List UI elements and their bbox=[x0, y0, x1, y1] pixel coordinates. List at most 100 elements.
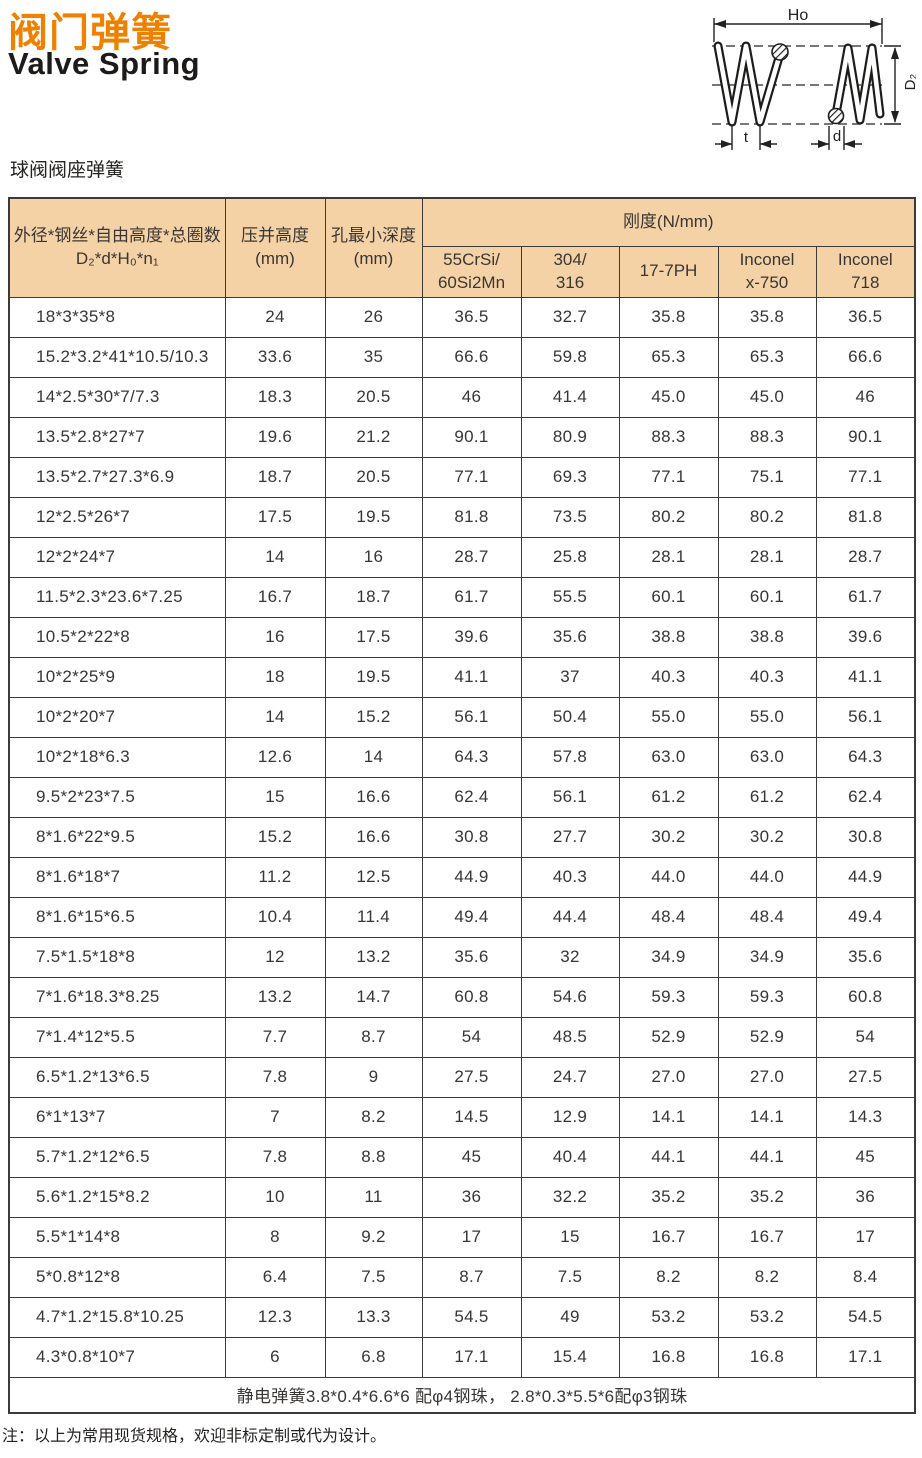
table-row: 8*1.6*18*7 11.2 12.5 44.9 40.3 44.0 44.0… bbox=[8, 856, 916, 898]
dim-pitch bbox=[715, 126, 777, 150]
table-row: 13.5*2.7*27.3*6.9 18.7 20.5 77.1 69.3 77… bbox=[8, 456, 916, 498]
spec-cell: 7*1.4*12*5.5 bbox=[8, 1016, 226, 1058]
compressed-height-cell: 6.4 bbox=[224, 1256, 326, 1298]
compressed-height-cell: 15 bbox=[224, 776, 326, 818]
rigidity-304-316-cell: 48.5 bbox=[520, 1016, 620, 1058]
rigidity-304-316-cell: 24.7 bbox=[520, 1056, 620, 1098]
rigidity-inconel-718-cell: 64.3 bbox=[815, 736, 916, 778]
spec-cell: 15.2*3.2*41*10.5/10.3 bbox=[8, 336, 226, 378]
hole-depth-cell: 20.5 bbox=[324, 376, 423, 418]
rigidity-55crsi-cell: 39.6 bbox=[421, 616, 522, 658]
rigidity-inconel-718-cell: 27.5 bbox=[815, 1056, 916, 1098]
rigidity-55crsi-cell: 49.4 bbox=[421, 896, 522, 938]
hole-depth-cell: 8.2 bbox=[324, 1096, 423, 1138]
rigidity-55crsi-cell: 35.6 bbox=[421, 936, 522, 978]
compressed-height-cell: 33.6 bbox=[224, 336, 326, 378]
rigidity-55crsi-cell: 54 bbox=[421, 1016, 522, 1058]
spec-cell: 10.5*2*22*8 bbox=[8, 616, 226, 658]
table-row: 5.5*1*14*8 8 9.2 17 15 16.7 16.7 17 bbox=[8, 1216, 916, 1258]
table-row: 7*1.4*12*5.5 7.7 8.7 54 48.5 52.9 52.9 5… bbox=[8, 1016, 916, 1058]
rigidity-inconel-x750-cell: 28.1 bbox=[717, 536, 817, 578]
rigidity-inconel-x750-cell: 30.2 bbox=[717, 816, 817, 858]
compressed-height-cell: 8 bbox=[224, 1216, 326, 1258]
page-title-en: Valve Spring bbox=[8, 46, 201, 81]
rigidity-17-7ph-cell: 48.4 bbox=[618, 896, 719, 938]
compressed-height-cell: 14 bbox=[224, 696, 326, 738]
header-material-inconel-718: Inconel 718 bbox=[815, 245, 916, 298]
compressed-height-cell: 12.3 bbox=[224, 1296, 326, 1338]
hole-depth-cell: 16.6 bbox=[324, 816, 423, 858]
compressed-height-cell: 24 bbox=[224, 296, 326, 338]
rigidity-17-7ph-cell: 45.0 bbox=[618, 376, 719, 418]
rigidity-17-7ph-cell: 63.0 bbox=[618, 736, 719, 778]
rigidity-17-7ph-cell: 77.1 bbox=[618, 456, 719, 498]
header-rigidity-group: 刚度(N/mm) bbox=[421, 197, 916, 247]
compressed-height-cell: 10.4 bbox=[224, 896, 326, 938]
table-row: 5.6*1.2*15*8.2 10 11 36 32.2 35.2 35.2 3… bbox=[8, 1176, 916, 1218]
compressed-height-cell: 7.8 bbox=[224, 1136, 326, 1178]
table-row: 6*1*13*7 7 8.2 14.5 12.9 14.1 14.1 14.3 bbox=[8, 1096, 916, 1138]
rigidity-17-7ph-cell: 44.1 bbox=[618, 1136, 719, 1178]
rigidity-17-7ph-cell: 34.9 bbox=[618, 936, 719, 978]
rigidity-inconel-x750-cell: 80.2 bbox=[717, 496, 817, 538]
rigidity-inconel-x750-cell: 35.2 bbox=[717, 1176, 817, 1218]
rigidity-55crsi-cell: 66.6 bbox=[421, 336, 522, 378]
rigidity-inconel-x750-cell: 16.8 bbox=[717, 1336, 817, 1378]
rigidity-55crsi-cell: 27.5 bbox=[421, 1056, 522, 1098]
header-spec: 外径*钢丝*自由高度*总圈数 D₂*d*H₀*n₁ bbox=[8, 197, 226, 298]
page-title-cn: 阀门弹簧 bbox=[8, 11, 172, 55]
label-wire-diameter: d bbox=[833, 128, 841, 145]
rigidity-304-316-cell: 49 bbox=[520, 1296, 620, 1338]
rigidity-55crsi-cell: 36 bbox=[421, 1176, 522, 1218]
rigidity-inconel-x750-cell: 38.8 bbox=[717, 616, 817, 658]
rigidity-inconel-718-cell: 17.1 bbox=[815, 1336, 916, 1378]
rigidity-inconel-x750-cell: 16.7 bbox=[717, 1216, 817, 1258]
rigidity-inconel-x750-cell: 52.9 bbox=[717, 1016, 817, 1058]
rigidity-55crsi-cell: 36.5 bbox=[421, 296, 522, 338]
hole-depth-cell: 26 bbox=[324, 296, 423, 338]
rigidity-55crsi-cell: 56.1 bbox=[421, 696, 522, 738]
rigidity-304-316-cell: 32.7 bbox=[520, 296, 620, 338]
rigidity-inconel-718-cell: 28.7 bbox=[815, 536, 916, 578]
rigidity-55crsi-cell: 64.3 bbox=[421, 736, 522, 778]
rigidity-55crsi-cell: 45 bbox=[421, 1136, 522, 1178]
hole-depth-cell: 7.5 bbox=[324, 1256, 423, 1298]
table-row: 6.5*1.2*13*6.5 7.8 9 27.5 24.7 27.0 27.0… bbox=[8, 1056, 916, 1098]
table-row: 8*1.6*22*9.5 15.2 16.6 30.8 27.7 30.2 30… bbox=[8, 816, 916, 858]
hole-depth-cell: 8.8 bbox=[324, 1136, 423, 1178]
table-row: 10*2*20*7 14 15.2 56.1 50.4 55.0 55.0 56… bbox=[8, 696, 916, 738]
rigidity-304-316-cell: 15 bbox=[520, 1216, 620, 1258]
rigidity-inconel-718-cell: 54.5 bbox=[815, 1296, 916, 1338]
dim-outer-diameter bbox=[884, 45, 901, 125]
rigidity-55crsi-cell: 17.1 bbox=[421, 1336, 522, 1378]
rigidity-inconel-x750-cell: 75.1 bbox=[717, 456, 817, 498]
wire-end-top bbox=[771, 43, 789, 61]
rigidity-55crsi-cell: 30.8 bbox=[421, 816, 522, 858]
spec-cell: 7*1.6*18.3*8.25 bbox=[8, 976, 226, 1018]
compressed-height-cell: 12.6 bbox=[224, 736, 326, 778]
spec-cell: 12*2.5*26*7 bbox=[8, 496, 226, 538]
hole-depth-cell: 11 bbox=[324, 1176, 423, 1218]
rigidity-55crsi-cell: 60.8 bbox=[421, 976, 522, 1018]
rigidity-55crsi-cell: 28.7 bbox=[421, 536, 522, 578]
rigidity-inconel-718-cell: 90.1 bbox=[815, 416, 916, 458]
hole-depth-cell: 8.7 bbox=[324, 1016, 423, 1058]
rigidity-inconel-x750-cell: 45.0 bbox=[717, 376, 817, 418]
compressed-height-cell: 7.8 bbox=[224, 1056, 326, 1098]
rigidity-inconel-x750-cell: 48.4 bbox=[717, 896, 817, 938]
rigidity-inconel-x750-cell: 8.2 bbox=[717, 1256, 817, 1298]
rigidity-304-316-cell: 32.2 bbox=[520, 1176, 620, 1218]
spec-cell: 8*1.6*22*9.5 bbox=[8, 816, 226, 858]
rigidity-304-316-cell: 37 bbox=[520, 656, 620, 698]
compressed-height-cell: 12 bbox=[224, 936, 326, 978]
rigidity-inconel-x750-cell: 63.0 bbox=[717, 736, 817, 778]
rigidity-inconel-x750-cell: 44.0 bbox=[717, 856, 817, 898]
table-row: 14*2.5*30*7/7.3 18.3 20.5 46 41.4 45.0 4… bbox=[8, 376, 916, 418]
rigidity-inconel-718-cell: 39.6 bbox=[815, 616, 916, 658]
rigidity-55crsi-cell: 54.5 bbox=[421, 1296, 522, 1338]
rigidity-inconel-x750-cell: 59.3 bbox=[717, 976, 817, 1018]
hole-depth-cell: 11.4 bbox=[324, 896, 423, 938]
spec-cell: 8*1.6*15*6.5 bbox=[8, 896, 226, 938]
table-footer-note: 静电弹簧3.8*0.4*6.6*6 配φ4钢珠， 2.8*0.3*5.5*6配φ… bbox=[8, 1376, 916, 1414]
rigidity-17-7ph-cell: 59.3 bbox=[618, 976, 719, 1018]
